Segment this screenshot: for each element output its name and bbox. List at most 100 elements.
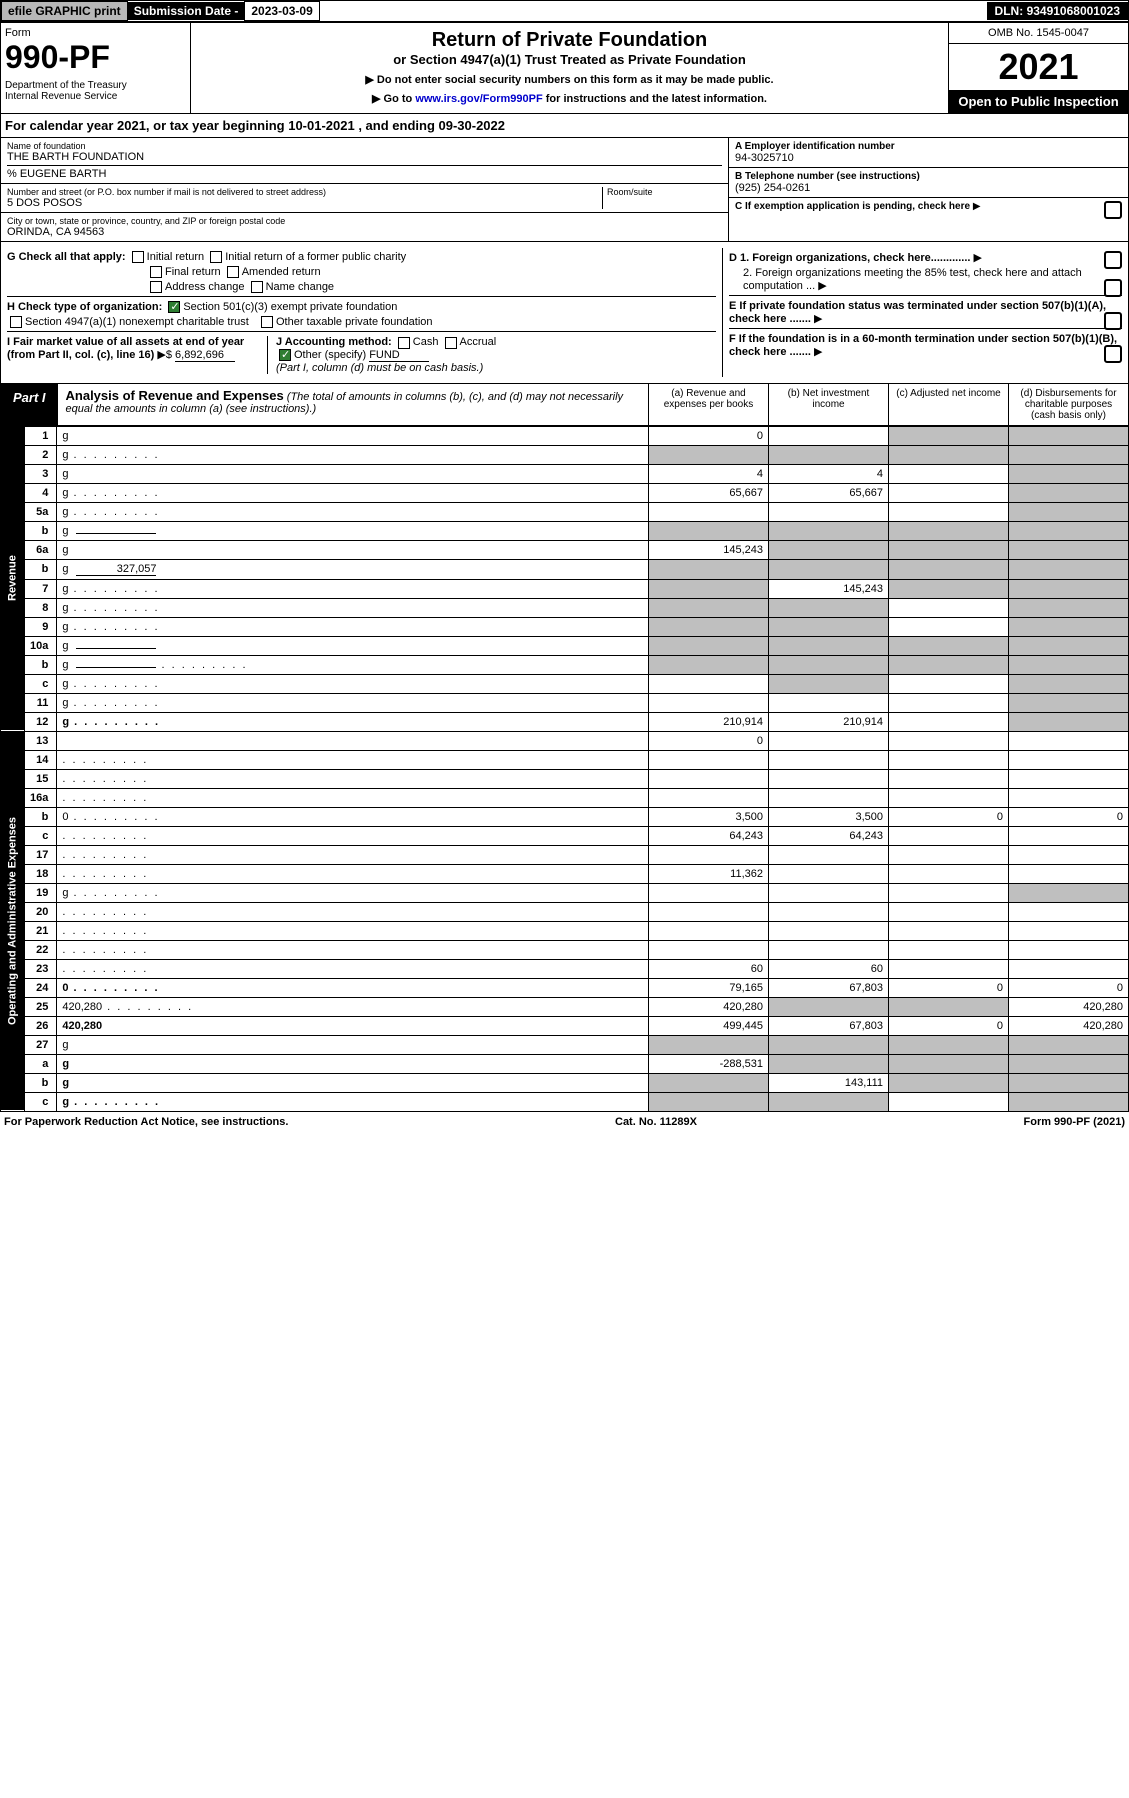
f-checkbox[interactable] — [1104, 345, 1122, 363]
omb-number: OMB No. 1545-0047 — [949, 23, 1128, 44]
j-cash-checkbox[interactable] — [398, 337, 410, 349]
cell-a — [649, 1092, 769, 1111]
table-row: c64,24364,243 — [1, 826, 1129, 845]
g-opt-4: Address change — [165, 281, 245, 293]
e-checkbox[interactable] — [1104, 312, 1122, 330]
address: 5 DOS POSOS — [7, 197, 602, 209]
line-description: g — [57, 521, 649, 540]
cell-b — [769, 788, 889, 807]
cell-c — [889, 693, 1009, 712]
line-description — [57, 902, 649, 921]
line-number: 8 — [25, 598, 57, 617]
cell-c — [889, 902, 1009, 921]
cell-d — [1009, 1092, 1129, 1111]
line-number: 9 — [25, 617, 57, 636]
table-row: 22 — [1, 940, 1129, 959]
table-row: b03,5003,50000 — [1, 807, 1129, 826]
table-row: cg — [1, 1092, 1129, 1111]
cell-d — [1009, 426, 1129, 445]
cell-d — [1009, 674, 1129, 693]
j-cash: Cash — [413, 336, 439, 348]
line-number: b — [25, 1073, 57, 1092]
cell-d: 420,280 — [1009, 997, 1129, 1016]
j-other-checkbox[interactable] — [279, 349, 291, 361]
form-title-block: Return of Private Foundation or Section … — [191, 23, 948, 113]
g-address-checkbox[interactable] — [150, 281, 162, 293]
line-number: 27 — [25, 1035, 57, 1054]
cell-b — [769, 598, 889, 617]
instructions-link[interactable]: www.irs.gov/Form990PF — [415, 93, 542, 105]
cell-c — [889, 712, 1009, 731]
table-row: 12g210,914210,914 — [1, 712, 1129, 731]
j-other-value: FUND — [369, 349, 429, 362]
j-note: (Part I, column (d) must be on cash basi… — [276, 362, 483, 374]
line-description: g — [57, 636, 649, 655]
c-checkbox[interactable] — [1104, 201, 1122, 219]
cell-b — [769, 445, 889, 464]
form-number: 990-PF — [5, 39, 186, 76]
cell-a: 145,243 — [649, 540, 769, 559]
line-description: g327,057 — [57, 559, 649, 579]
cell-a: 4 — [649, 464, 769, 483]
cell-c — [889, 559, 1009, 579]
cell-a: 64,243 — [649, 826, 769, 845]
cell-b: 64,243 — [769, 826, 889, 845]
table-row: 15 — [1, 769, 1129, 788]
cell-b: 143,111 — [769, 1073, 889, 1092]
cell-c — [889, 883, 1009, 902]
j-accrual-checkbox[interactable] — [445, 337, 457, 349]
form-subtitle: or Section 4947(a)(1) Trust Treated as P… — [197, 52, 942, 67]
line-description — [57, 750, 649, 769]
line-description — [57, 769, 649, 788]
g-initial-return-checkbox[interactable] — [132, 251, 144, 263]
line-number: 10a — [25, 636, 57, 655]
efile-print-button[interactable]: efile GRAPHIC print — [1, 1, 128, 21]
line-description: g — [57, 712, 649, 731]
h-opt-0: Section 501(c)(3) exempt private foundat… — [183, 301, 397, 313]
table-row: bg — [1, 655, 1129, 674]
cell-c — [889, 655, 1009, 674]
line-number: 25 — [25, 997, 57, 1016]
g-final-checkbox[interactable] — [150, 266, 162, 278]
cell-b — [769, 940, 889, 959]
line-number: b — [25, 521, 57, 540]
cell-a: 210,914 — [649, 712, 769, 731]
table-row: 19g — [1, 883, 1129, 902]
g-label: G Check all that apply: — [7, 251, 126, 263]
care-of: % EUGENE BARTH — [7, 165, 722, 180]
d1-checkbox[interactable] — [1104, 251, 1122, 269]
cell-d — [1009, 521, 1129, 540]
cell-b — [769, 617, 889, 636]
cell-d — [1009, 598, 1129, 617]
h-other-checkbox[interactable] — [261, 316, 273, 328]
open-to-public: Open to Public Inspection — [949, 90, 1128, 113]
line-number: c — [25, 674, 57, 693]
cell-c — [889, 845, 1009, 864]
table-row: 27g — [1, 1035, 1129, 1054]
line-description: g — [57, 426, 649, 445]
h-opt-1: Section 4947(a)(1) nonexempt charitable … — [25, 316, 249, 328]
line-description — [57, 826, 649, 845]
cell-c — [889, 579, 1009, 598]
table-row: 16a — [1, 788, 1129, 807]
cell-d — [1009, 636, 1129, 655]
cell-b: 3,500 — [769, 807, 889, 826]
cell-c — [889, 636, 1009, 655]
g-name-checkbox[interactable] — [251, 281, 263, 293]
g-amended-checkbox[interactable] — [227, 266, 239, 278]
h-501c3-checkbox[interactable] — [168, 301, 180, 313]
line-number: 3 — [25, 464, 57, 483]
h-opt-2: Other taxable private foundation — [276, 316, 433, 328]
cell-a — [649, 598, 769, 617]
g-initial-former-checkbox[interactable] — [210, 251, 222, 263]
line-number: 7 — [25, 579, 57, 598]
line-number: 24 — [25, 978, 57, 997]
table-row: 9g — [1, 617, 1129, 636]
table-row: 10ag — [1, 636, 1129, 655]
h-4947-checkbox[interactable] — [10, 316, 22, 328]
line-number: 11 — [25, 693, 57, 712]
d2-checkbox[interactable] — [1104, 279, 1122, 297]
cell-c: 0 — [889, 807, 1009, 826]
cell-d — [1009, 1073, 1129, 1092]
cell-d — [1009, 959, 1129, 978]
